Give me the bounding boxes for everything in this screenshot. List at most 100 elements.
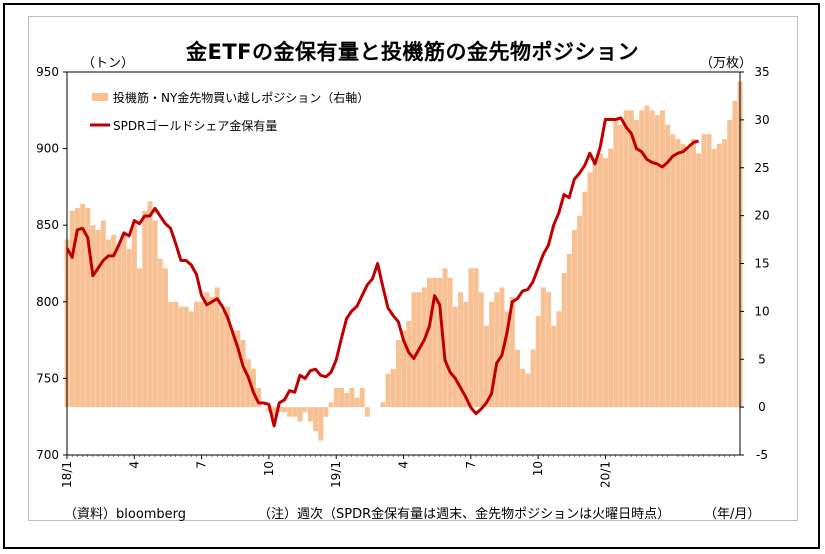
position-bar — [152, 220, 158, 408]
right-y-tick-label: 35 — [754, 65, 769, 79]
position-bar — [582, 191, 588, 408]
position-bar — [271, 407, 277, 417]
position-bar — [608, 148, 614, 408]
position-bar — [121, 234, 127, 408]
position-bar — [204, 292, 210, 408]
position-bar — [577, 215, 583, 408]
position-bar — [188, 311, 194, 408]
position-bar — [194, 301, 200, 408]
legend-label-bars: 投機筋・NY金先物買い越しポジション（右軸） — [113, 90, 369, 105]
position-bar — [178, 306, 184, 408]
position-bar — [240, 340, 246, 408]
left-y-tick-label: 750 — [36, 371, 59, 385]
position-bar — [535, 316, 541, 408]
right-y-tick-label: 25 — [754, 161, 769, 175]
position-bar — [675, 139, 681, 408]
position-bar — [659, 110, 665, 408]
footnote: （注）週次（SPDR金保有量は週末、金先物ポジションは火曜日時点） — [258, 507, 671, 522]
position-bar — [219, 311, 225, 408]
chart-title: 金ETFの金保有量と投機筋の金先物ポジション — [185, 40, 639, 64]
right-y-tick-label: 30 — [754, 113, 769, 127]
left-y-tick-label: 950 — [36, 65, 59, 79]
position-bar — [225, 306, 231, 408]
position-bar — [691, 139, 696, 408]
position-bar — [80, 204, 86, 408]
position-bar — [69, 210, 75, 408]
position-bar — [106, 239, 112, 408]
position-bar — [395, 340, 401, 408]
position-bar — [276, 407, 282, 412]
axes — [63, 71, 744, 459]
position-bar — [458, 292, 464, 408]
position-bar — [504, 311, 510, 408]
position-bar — [173, 301, 179, 408]
left-y-tick-label: 800 — [36, 295, 59, 309]
position-bar — [437, 277, 443, 408]
position-bar — [515, 349, 520, 408]
position-bar — [665, 124, 671, 408]
position-bar — [282, 407, 288, 412]
position-bar — [95, 229, 101, 408]
position-bar — [142, 210, 148, 408]
position-bar — [323, 407, 329, 417]
position-bar — [628, 110, 634, 408]
position-bar — [411, 292, 417, 408]
position-bar — [468, 268, 474, 408]
position-bar — [447, 277, 453, 408]
position-bar — [561, 273, 567, 408]
x-tick-label: 18/1 — [60, 461, 74, 488]
x-tick-label: 10 — [531, 461, 545, 476]
x-axis-unit: （年/月） — [704, 507, 761, 522]
right-y-tick-label: 10 — [754, 304, 769, 318]
x-tick-label: 4 — [127, 461, 141, 469]
position-bar — [732, 100, 738, 408]
position-bar — [597, 153, 603, 408]
position-bar — [406, 320, 412, 408]
position-bar — [157, 258, 163, 408]
position-bar — [390, 368, 396, 408]
position-bar — [287, 407, 293, 417]
x-tick-labels: 18/1 4 7 10 19/1 4 7 10 20/1 — [60, 461, 612, 488]
position-bar — [644, 105, 650, 408]
position-bar — [307, 407, 313, 422]
position-bar — [137, 268, 143, 408]
position-bar — [421, 287, 427, 408]
position-bar — [680, 143, 686, 408]
left-y-tick-label: 700 — [36, 448, 59, 462]
position-bar — [90, 225, 96, 408]
position-bar — [566, 253, 572, 408]
x-tick-label: 7 — [464, 461, 478, 469]
position-bar — [452, 306, 458, 408]
position-bar — [199, 301, 205, 408]
position-bar — [603, 158, 608, 408]
position-bar — [131, 220, 137, 408]
position-bar — [354, 397, 360, 408]
position-bar — [509, 297, 515, 408]
position-bar — [162, 268, 168, 408]
position-bar — [654, 115, 660, 408]
position-bar — [364, 407, 370, 417]
position-bar — [494, 292, 500, 408]
position-bar — [313, 407, 319, 432]
position-bar — [401, 330, 407, 408]
position-bar — [701, 134, 707, 408]
position-bar — [183, 306, 189, 408]
legend-label-line: SPDRゴールドシェア金保有量 — [113, 118, 277, 133]
legend-swatch-bars — [92, 93, 108, 101]
x-tick-label: 10 — [262, 461, 276, 476]
position-bar — [546, 292, 552, 408]
x-tick-label: 4 — [397, 461, 411, 469]
position-bar — [473, 268, 479, 408]
position-bar — [499, 287, 505, 408]
legend: 投機筋・NY金先物買い越しポジション（右軸） SPDRゴールドシェア金保有量 — [90, 90, 369, 133]
position-bar — [634, 119, 640, 408]
position-bar — [74, 207, 80, 408]
position-bar — [328, 402, 334, 408]
position-bar — [292, 407, 298, 417]
right-y-tick-label: 15 — [754, 257, 769, 271]
position-bar — [214, 287, 220, 408]
position-bar — [711, 148, 717, 408]
right-y-tick-labels: -5 0 5 10 15 20 25 30 35 — [754, 65, 769, 462]
spdr-holdings-line — [65, 116, 700, 428]
position-bar — [489, 301, 495, 408]
